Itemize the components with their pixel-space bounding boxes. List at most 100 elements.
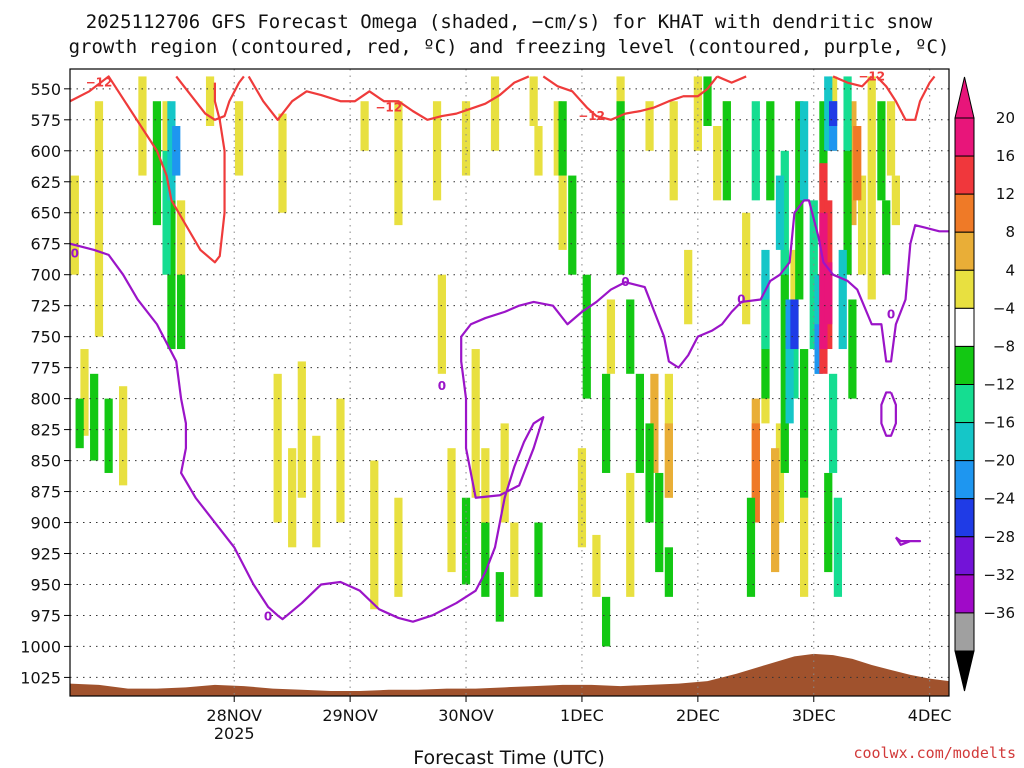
omega-cell bbox=[278, 113, 287, 213]
dgz-contour-line bbox=[716, 75, 747, 84]
omega-cell bbox=[771, 448, 780, 573]
omega-cell bbox=[809, 200, 818, 350]
omega-cell bbox=[761, 249, 770, 300]
omega-cell bbox=[626, 472, 635, 597]
chart-title-line2: growth region (contoured, red, ºC) and f… bbox=[69, 36, 950, 58]
omega-cell bbox=[761, 274, 770, 350]
freezing-level-contour-label: 0 bbox=[621, 275, 629, 289]
omega-cell bbox=[152, 101, 162, 226]
omega-cell bbox=[800, 101, 809, 201]
y-tick-label: 925 bbox=[30, 545, 61, 564]
dgz-contour-label: −12 bbox=[375, 100, 402, 114]
omega-cell bbox=[172, 126, 181, 176]
y-tick-label: 825 bbox=[30, 421, 61, 440]
y-tick-label: 1000 bbox=[20, 637, 61, 656]
omega-cell bbox=[785, 324, 794, 424]
colorbar-swatch bbox=[954, 384, 975, 424]
contour-lines: −12 −12 −12 −12 0 0 0 0 0 0 bbox=[70, 69, 949, 624]
omega-cell bbox=[843, 126, 852, 275]
freezing-level-contour-label: 0 bbox=[887, 307, 895, 321]
omega-cell bbox=[558, 175, 567, 250]
credit-text[interactable]: coolwx.com/modelts bbox=[853, 744, 1016, 762]
colorbar-swatch bbox=[954, 498, 975, 538]
freezing-level-contour-label: 0 bbox=[438, 379, 446, 393]
omega-cell bbox=[891, 175, 900, 226]
omega-cell bbox=[490, 76, 500, 151]
omega-cell bbox=[655, 472, 664, 573]
omega-cell bbox=[800, 349, 809, 498]
omega-cell bbox=[993, 76, 1001, 200]
freezing-level-contour-label: 0 bbox=[71, 247, 79, 261]
omega-cell bbox=[568, 175, 577, 275]
omega-cell bbox=[843, 76, 852, 151]
x-tick-label: 3DEC bbox=[792, 706, 836, 725]
y-tick-label: 650 bbox=[30, 204, 61, 223]
dgz-contour-line bbox=[832, 75, 873, 88]
omega-cell bbox=[510, 522, 519, 597]
colorbar-label: −16 bbox=[983, 414, 1015, 432]
y-tick-label: 550 bbox=[30, 80, 61, 99]
omega-cell bbox=[751, 101, 760, 201]
colorbar-swatch bbox=[954, 155, 975, 195]
colorbar-legend: 20 16 12 8 4 −4 −8 −12 −16 −20 −24 −28 −32 −36 bbox=[954, 76, 1015, 692]
omega-cell bbox=[882, 200, 891, 275]
colorbar-label: −8 bbox=[993, 337, 1015, 355]
colorbar-label: −36 bbox=[983, 604, 1015, 622]
omega-cell bbox=[205, 76, 215, 126]
colorbar-label: −12 bbox=[983, 376, 1015, 394]
omega-cell bbox=[857, 175, 867, 275]
omega-cell bbox=[437, 274, 446, 374]
omega-cell bbox=[819, 101, 828, 201]
x-tick-label: 1DEC bbox=[560, 706, 604, 725]
omega-cell bbox=[824, 262, 833, 325]
omega-cell bbox=[601, 596, 611, 647]
y-tick-label: 750 bbox=[30, 328, 61, 347]
omega-shading bbox=[70, 76, 1001, 647]
colorbar-label: −32 bbox=[983, 566, 1015, 584]
omega-cell bbox=[780, 150, 789, 275]
omega-cell bbox=[746, 497, 756, 597]
colorbar-label: 12 bbox=[996, 185, 1015, 203]
dgz-contour-line bbox=[875, 75, 936, 121]
y-tick-label: 850 bbox=[30, 452, 61, 471]
omega-cell bbox=[273, 373, 282, 523]
omega-cell bbox=[471, 349, 480, 498]
y-tick-label: 700 bbox=[30, 266, 61, 285]
omega-cell bbox=[800, 497, 809, 597]
omega-cell bbox=[814, 324, 823, 374]
omega-cell bbox=[360, 101, 369, 151]
omega-cell bbox=[785, 299, 794, 350]
omega-cell bbox=[500, 423, 509, 523]
omega-cell bbox=[838, 249, 847, 350]
y-tick-label: 800 bbox=[30, 390, 61, 409]
omega-cell bbox=[867, 76, 876, 300]
colorbar-swatch bbox=[954, 460, 975, 500]
omega-cell bbox=[616, 101, 625, 275]
colorbar-label: −24 bbox=[983, 490, 1015, 508]
x-axis-label: Forecast Time (UTC) bbox=[413, 747, 604, 768]
omega-cell bbox=[167, 200, 176, 350]
omega-cell bbox=[481, 448, 490, 585]
y-tick-label: 575 bbox=[30, 111, 61, 130]
freezing-level-contour-line bbox=[894, 536, 922, 546]
dgz-contour-line bbox=[70, 75, 226, 264]
terrain-fill bbox=[70, 653, 949, 696]
omega-cell bbox=[297, 361, 306, 498]
omega-cell bbox=[751, 423, 760, 523]
omega-cell bbox=[635, 373, 645, 473]
x-tick-label: 4DEC bbox=[908, 706, 952, 725]
y-tick-label: 975 bbox=[30, 606, 61, 625]
omega-cell bbox=[553, 101, 562, 176]
colorbar-label: 16 bbox=[996, 147, 1015, 165]
omega-cell bbox=[684, 249, 693, 325]
omega-cell bbox=[795, 101, 804, 300]
colorbar-label: −28 bbox=[983, 528, 1015, 546]
omega-cell bbox=[669, 101, 678, 201]
colorbar-swatch bbox=[954, 117, 975, 157]
omega-cell bbox=[766, 101, 775, 201]
omega-cell bbox=[742, 212, 751, 325]
omega-cell bbox=[176, 274, 186, 350]
colorbar-label: 8 bbox=[1005, 223, 1015, 241]
omega-cell bbox=[162, 150, 171, 275]
